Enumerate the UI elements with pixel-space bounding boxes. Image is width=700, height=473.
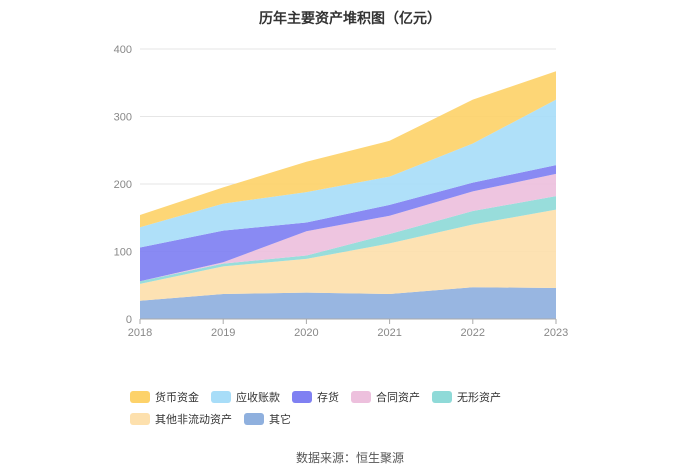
- x-tick-label: 2020: [294, 327, 318, 339]
- legend-swatch: [130, 413, 150, 425]
- legend-label: 其他非流动资产: [155, 414, 232, 426]
- area-series-应收账款: [140, 99, 556, 248]
- legend-swatch: [292, 391, 312, 403]
- legend-label: 无形资产: [457, 392, 501, 404]
- area-series-无形资产: [140, 196, 556, 284]
- area-layer: [140, 71, 556, 319]
- axis-layer: 0 100 200 300 400 2018 2019 2020 2021 2022 2023: [114, 44, 569, 339]
- legend-item[interactable]: 其他非流动资产: [130, 412, 232, 426]
- legend-swatch: [211, 391, 231, 403]
- area-series-其他非流动资产: [140, 209, 556, 301]
- x-tick-label: 2019: [211, 327, 235, 339]
- legend-label: 应收账款: [236, 392, 280, 404]
- legend-label: 存货: [317, 392, 339, 404]
- x-tick-label: 2022: [461, 327, 485, 339]
- legend-item[interactable]: 货币资金: [130, 390, 199, 404]
- legend-item[interactable]: 应收账款: [211, 390, 280, 404]
- y-tick-label: 300: [114, 112, 132, 124]
- area-series-货币资金: [140, 71, 556, 228]
- legend: 货币资金 应收账款 存货 合同资产 无形资产其他非流动资产 其它: [130, 390, 590, 434]
- legend-swatch: [130, 391, 150, 403]
- legend-item[interactable]: 存货: [292, 390, 339, 404]
- legend-item[interactable]: 合同资产: [351, 390, 420, 404]
- chart-title: 历年主要资产堆积图（亿元）: [259, 10, 441, 26]
- x-tick-label: 2018: [128, 327, 152, 339]
- legend-label: 其它: [269, 414, 291, 426]
- y-tick-label: 200: [114, 179, 132, 191]
- x-tick-label: 2023: [544, 327, 568, 339]
- legend-label: 合同资产: [376, 392, 420, 404]
- legend-swatch: [244, 413, 264, 425]
- area-series-合同资产: [140, 173, 556, 282]
- area-series-存货: [140, 165, 556, 282]
- source-text: 数据来源：恒生聚源: [295, 451, 404, 465]
- legend-item[interactable]: 其它: [244, 412, 291, 426]
- y-tick-label: 100: [114, 247, 132, 259]
- legend-swatch: [351, 391, 371, 403]
- legend-item[interactable]: 无形资产: [432, 390, 501, 404]
- area-series-其它: [140, 287, 556, 319]
- legend-label: 货币资金: [155, 392, 199, 404]
- y-tick-label: 0: [126, 314, 132, 326]
- y-tick-label: 400: [114, 44, 132, 56]
- x-tick-label: 2021: [377, 327, 401, 339]
- legend-swatch: [432, 391, 452, 403]
